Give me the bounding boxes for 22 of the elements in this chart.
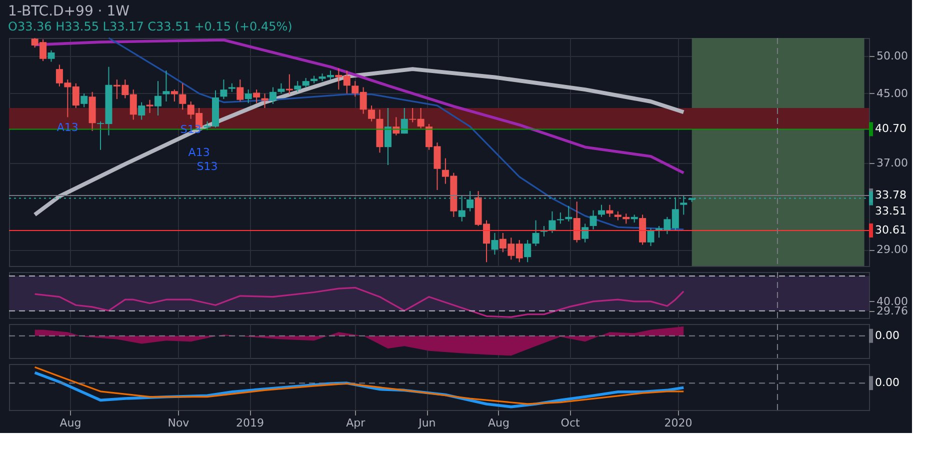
y-tick-label: 29.00 [876,243,908,256]
annotation: S13 [196,160,218,174]
ref-line-label: 33.78 [875,188,906,202]
x-tick-label: Aug [60,416,82,430]
annotation: A13 [188,146,210,160]
x-tick-label: 2020 [664,416,692,430]
x-tick-label: Apr [346,416,366,430]
x-tick-label: Nov [168,416,190,430]
y-tick-label: 37.00 [876,156,908,170]
y-tick-label: 50.00 [876,50,908,63]
ref-line-label: 0.00 [875,328,900,342]
x-tick-label: Oct [560,416,581,430]
x-tick-label: Aug [488,416,510,430]
y-tick-label: 45.00 [876,86,908,100]
ref-line-label: 0.00 [875,376,900,390]
x-tick-label: Jun [418,416,436,430]
x-tick-label: 2019 [236,416,264,430]
ref-line-label: 33.51 [875,204,906,218]
ref-line-label: 40.70 [875,122,906,136]
ref-line-label: 30.61 [875,223,906,236]
chart-subtitle: O33.36 H33.55 L33.17 C33.51 +0.15 (+0.45%) [8,20,292,34]
chart-title: 1-BTC.D+99 · 1W [8,4,130,20]
